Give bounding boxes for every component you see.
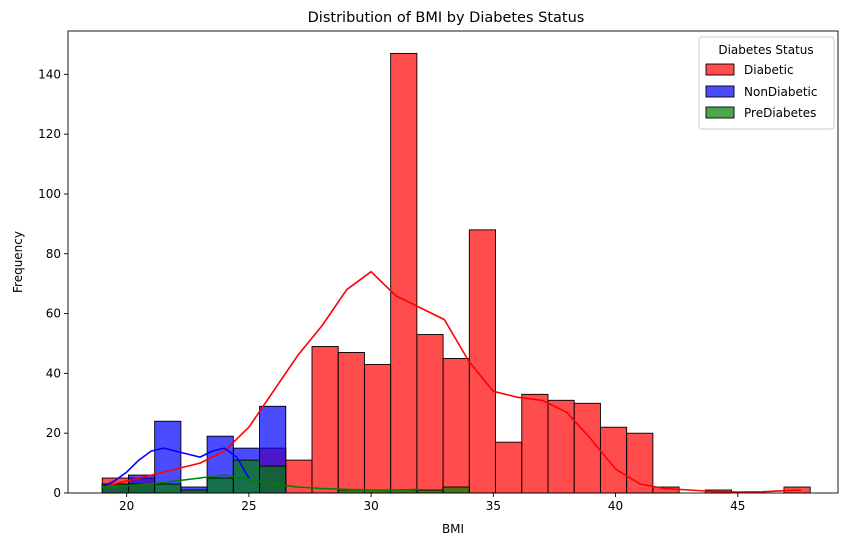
bar-diabetic-17	[547, 399, 575, 494]
legend-label-prediabetes: PreDiabetes	[744, 106, 816, 120]
bar-prediabetes-2	[154, 483, 182, 494]
x-tick-label: 25	[241, 499, 256, 513]
y-tick-label: 140	[38, 67, 61, 81]
bar-diabetic-19	[599, 426, 628, 494]
bar-diabetic-9	[337, 352, 365, 494]
x-axis-label: BMI	[442, 522, 464, 536]
bar-prediabetes-6	[259, 465, 287, 494]
bar-diabetic-13	[442, 357, 470, 494]
y-tick-label: 0	[53, 486, 61, 500]
kde-curves	[101, 270, 802, 493]
y-tick-label: 100	[38, 187, 61, 201]
y-axis-ticks: 0 20 40 60 80 100 120 140	[38, 67, 68, 500]
kde-line-diabetic	[102, 270, 802, 493]
y-axis-label: Frequency	[11, 231, 25, 293]
x-tick-label: 35	[486, 499, 501, 513]
y-tick-label: 40	[46, 366, 61, 380]
y-tick-label: 120	[38, 127, 61, 141]
bar-diabetic-16	[521, 393, 549, 494]
plot-frame	[67, 30, 839, 494]
kde-line-nondiabetic	[101, 447, 250, 488]
legend-swatch-diabetic	[705, 63, 735, 76]
y-tick-label: 80	[46, 247, 61, 261]
legend-swatch-nondiabetic	[705, 85, 735, 98]
legend-title: Diabetes Status	[718, 43, 813, 57]
bar-diabetic-18	[573, 402, 601, 494]
x-tick-label: 40	[608, 499, 623, 513]
kde-line-prediabetes	[102, 474, 418, 491]
y-tick-label: 60	[46, 307, 61, 321]
x-tick-label: 30	[363, 499, 378, 513]
bar-diabetic-14	[468, 229, 496, 494]
chart-title: Distribution of BMI by Diabetes Status	[308, 10, 585, 26]
x-axis-ticks: 20 25 30 35 40 45	[119, 493, 745, 513]
bar-diabetic-15	[495, 441, 523, 494]
legend-label-diabetic: Diabetic	[744, 63, 794, 77]
legend-label-nondiabetic: NonDiabetic	[744, 85, 818, 99]
legend-swatch-prediabetes	[705, 106, 735, 119]
legend: Diabetes Status Diabetic NonDiabetic Pre…	[698, 36, 835, 130]
x-tick-label: 45	[730, 499, 745, 513]
x-tick-label: 20	[119, 499, 134, 513]
bar-diabetic-11	[390, 52, 418, 494]
bar-diabetic-10	[363, 363, 392, 494]
bar-diabetic-12	[416, 334, 444, 494]
bar-prediabetes-4	[206, 477, 234, 494]
legend-frame	[698, 36, 835, 130]
bar-diabetic-8	[311, 346, 339, 494]
bar-prediabetes-5	[232, 459, 261, 494]
bar-prediabetes-13	[442, 486, 470, 494]
y-tick-label: 20	[46, 426, 61, 440]
